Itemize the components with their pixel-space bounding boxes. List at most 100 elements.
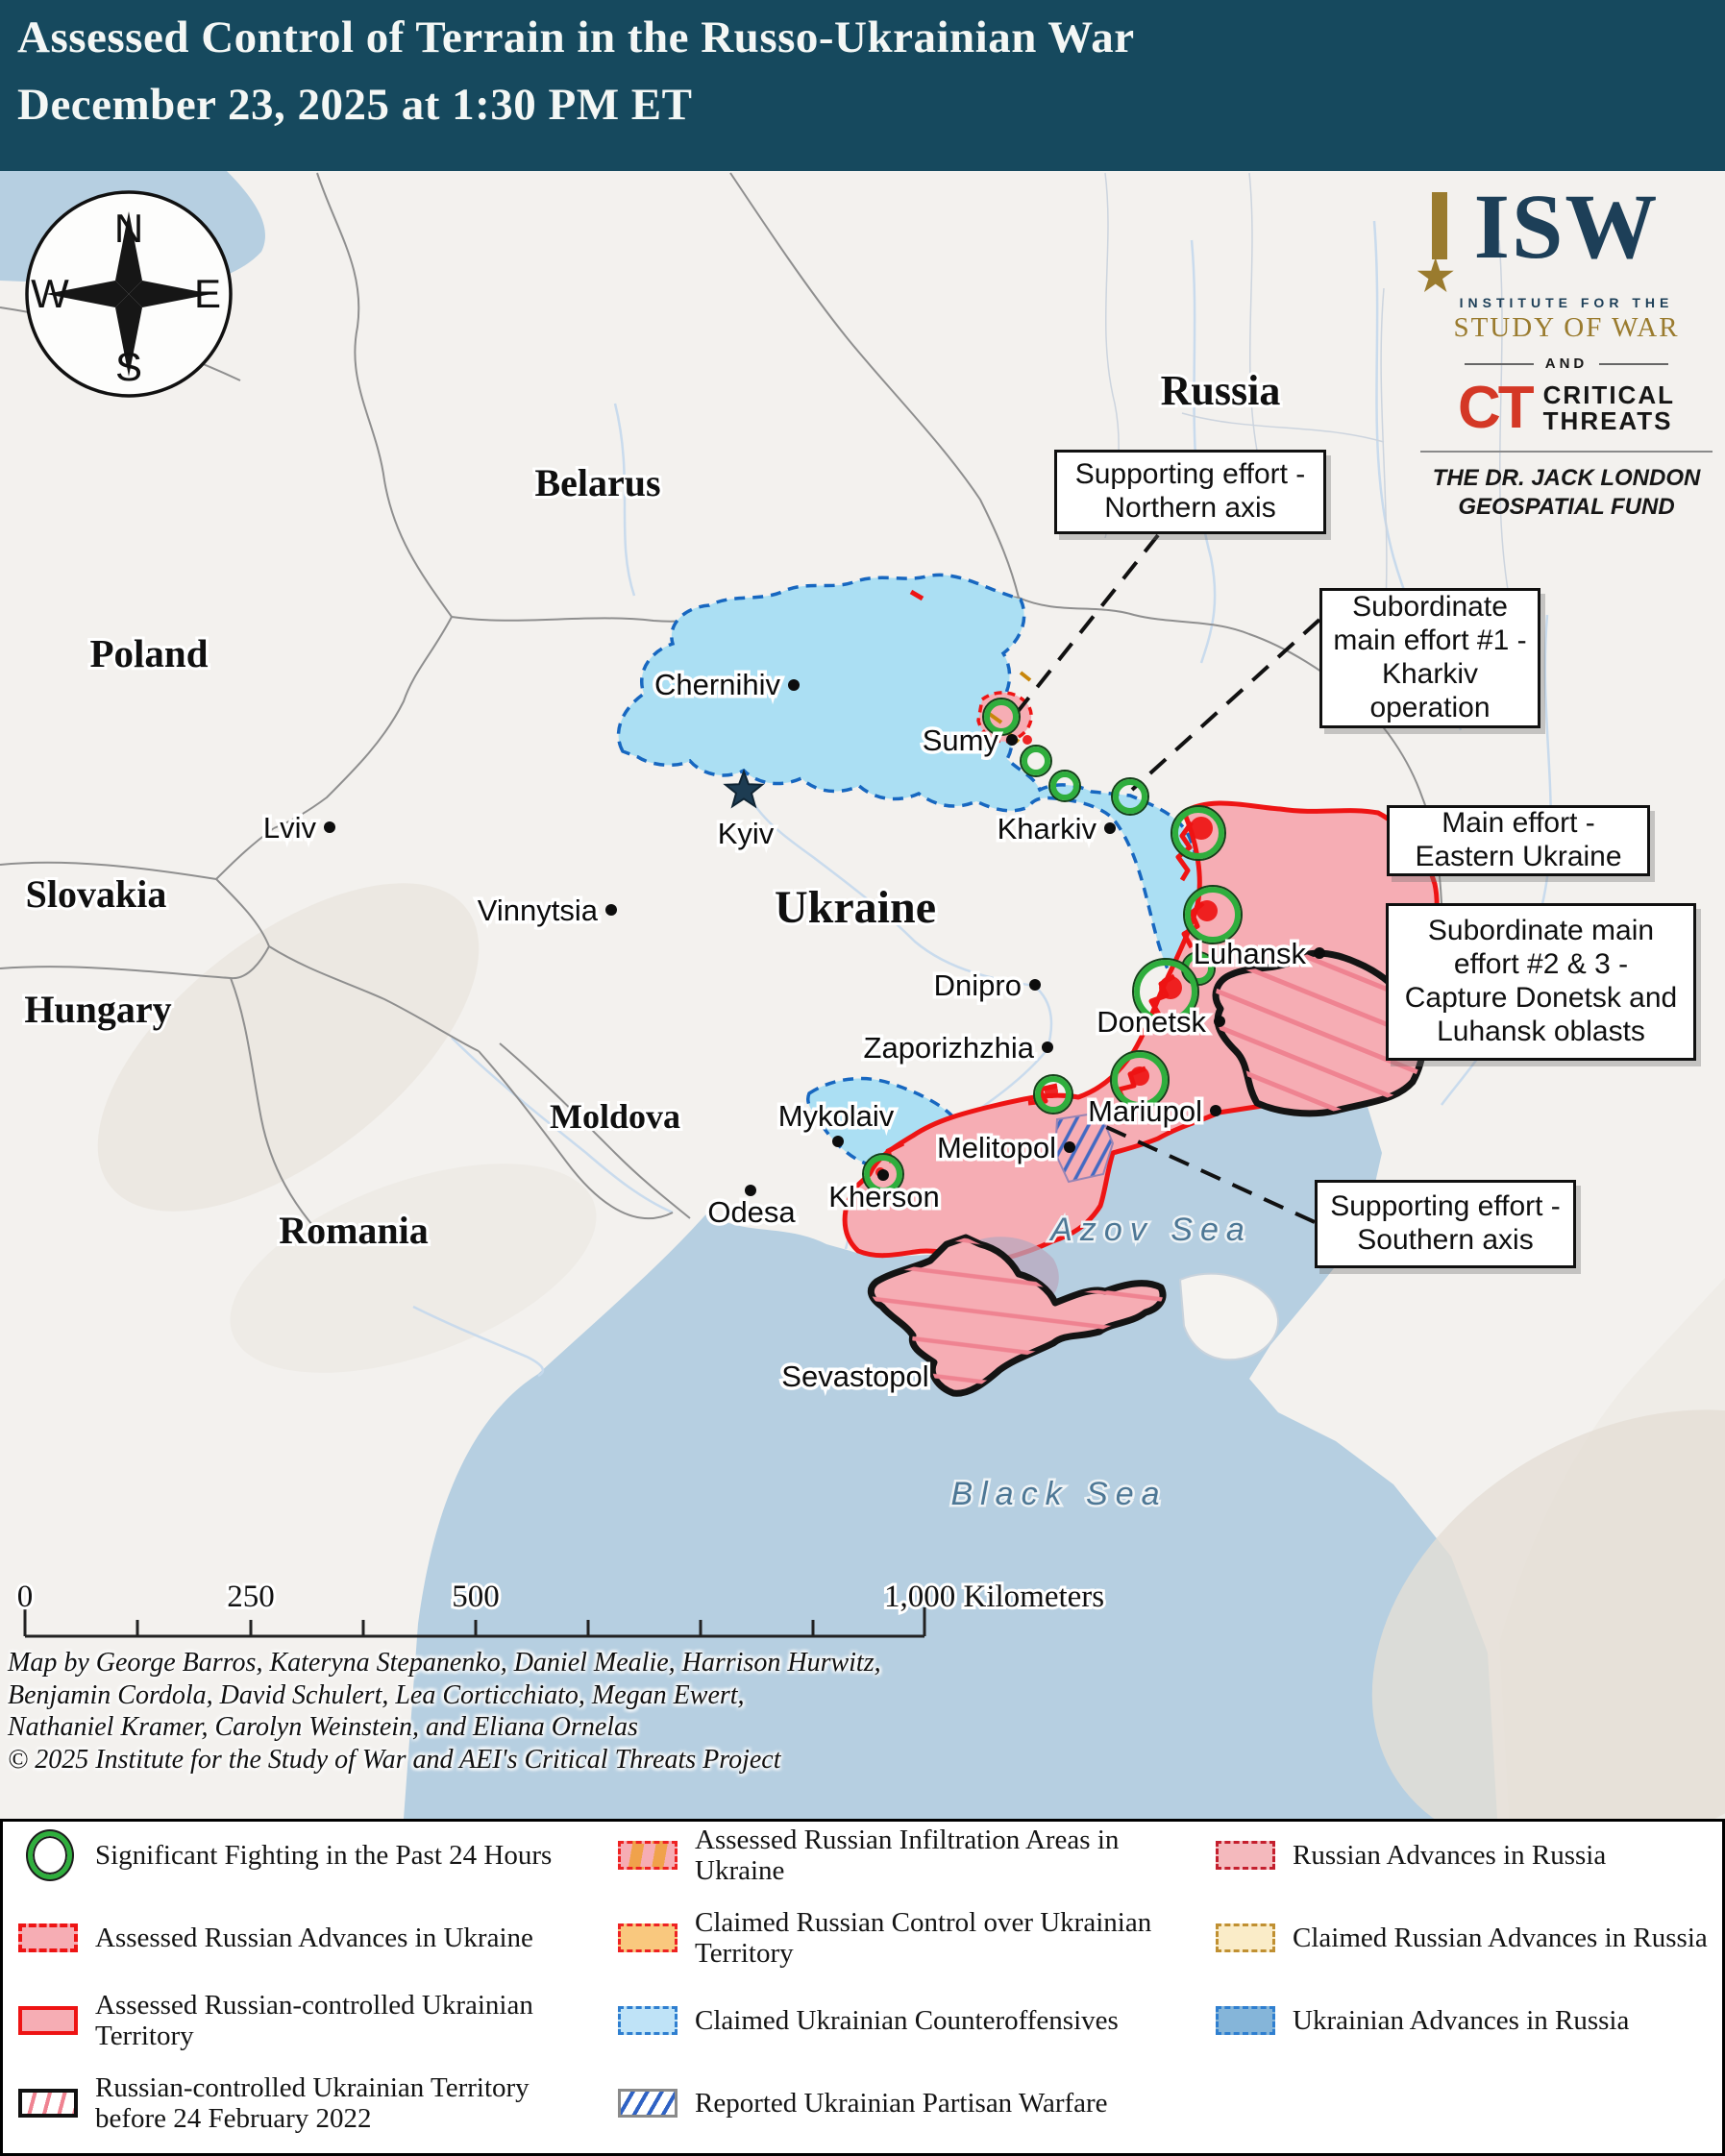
legend-item-claimed-control: Claimed Russian Control over Ukrainian T… <box>618 1897 1199 1979</box>
callout-donetsk-line: effort #2 & 3 - <box>1453 948 1629 981</box>
city-dot-dnipro <box>1029 979 1041 991</box>
legend-swatch-fighting-icon <box>28 1831 72 1879</box>
legend-item-fighting: Significant Fighting in the Past 24 Hour… <box>18 1814 595 1897</box>
city-label-donetsk: Donetsk <box>1097 1005 1206 1039</box>
fighting-circle-outline-8 <box>1110 1050 1170 1110</box>
legend-swatch-wrap <box>18 2089 95 2118</box>
fighting-circle-4 <box>1172 807 1224 859</box>
legend-label-claimed-adv-russia: Claimed Russian Advances in Russia <box>1293 1923 1708 1953</box>
branding-block: ★ ISW INSTITUTE FOR THE STUDY OF WAR AND… <box>1411 181 1722 522</box>
divider-line-left <box>1464 362 1534 365</box>
country-label-ukraine: Ukraine <box>775 882 936 933</box>
critical-threats-logo: CT CRITICAL THREATS <box>1411 375 1722 442</box>
legend-swatch-adv-russia-icon <box>1216 1841 1275 1870</box>
ct-acronym: CT <box>1458 375 1535 442</box>
legend-swatch-wrap <box>618 2089 695 2118</box>
callout-donetsk-line: Capture Donetsk and <box>1404 982 1678 1014</box>
title-bar: Assessed Control of Terrain in the Russo… <box>0 0 1725 171</box>
legend-swatch-wrap <box>18 2006 95 2035</box>
legend-swatch-ua-adv-russia-icon <box>1216 2006 1275 2035</box>
legend-label-adv-russia: Russian Advances in Russia <box>1293 1840 1607 1871</box>
legend-swatch-wrap <box>1216 1923 1293 1952</box>
city-label-sumy: Sumy <box>923 723 999 757</box>
map-title: Assessed Control of Terrain in the Russo… <box>17 12 1135 62</box>
fund-line1: THE DR. JACK LONDON <box>1432 464 1701 491</box>
map-subtitle-datetime: December 23, 2025 at 1:30 PM ET <box>17 80 693 130</box>
terrain-caucasus <box>1371 1409 1725 1857</box>
legend-swatch-infiltration-icon <box>618 1841 678 1870</box>
fighting-circle-9 <box>1035 1076 1072 1113</box>
city-label-kyiv: Kyiv <box>718 817 775 850</box>
fighting-circle-outline-5 <box>1183 885 1243 944</box>
legend-item-claimed-adv-russia: Claimed Russian Advances in Russia <box>1216 1897 1720 1979</box>
callout-kharkiv-line: Kharkiv <box>1381 658 1479 690</box>
city-dot-melitopol <box>1064 1141 1075 1153</box>
russian-advance-tick-border <box>909 589 924 601</box>
city-label-kharkiv: Kharkiv <box>998 812 1097 845</box>
compass-w: W <box>31 271 69 316</box>
russian-advance-blob-0 <box>1190 817 1213 840</box>
city-dot-zaporizhzhia <box>1042 1041 1053 1053</box>
legend-label-counteroffensive: Claimed Ukrainian Counteroffensives <box>695 2005 1119 2036</box>
legend-swatch-partisan-icon <box>618 2089 678 2118</box>
callout-kharkiv-line: main effort #1 - <box>1333 625 1527 657</box>
legend: Significant Fighting in the Past 24 Hour… <box>0 1819 1725 2156</box>
russian-advance-blob-4 <box>1045 1085 1058 1098</box>
legend-label-fighting: Significant Fighting in the Past 24 Hour… <box>95 1840 553 1871</box>
legend-swatch-wrap <box>1216 1841 1293 1870</box>
city-label-dnipro: Dnipro <box>934 968 1022 1002</box>
city-label-zaporizhzhia: Zaporizhzhia <box>864 1031 1035 1065</box>
legend-item-adv-russia: Russian Advances in Russia <box>1216 1814 1720 1897</box>
legend-label-partisan: Reported Ukrainian Partisan Warfare <box>695 2088 1108 2119</box>
city-dot-lviv <box>324 821 335 833</box>
callout-leader-line-1 <box>1130 618 1321 792</box>
callout-kharkiv: Subordinate main effort #1 - Kharkiv operat… <box>1319 588 1540 728</box>
legend-swatch-wrap <box>618 1841 695 1870</box>
city-label-lviv: Lviv <box>263 811 317 845</box>
isw-institute-line: INSTITUTE FOR THE <box>1459 295 1674 311</box>
legend-swatch-wrap <box>1216 2006 1293 2035</box>
fighting-circle-7 <box>1134 960 1197 1023</box>
legend-label-controlled: Assessed Russian-controlled Ukrainian Te… <box>95 1990 533 2051</box>
scalebar-label-250: 250 <box>227 1580 275 1614</box>
isw-study-of-war-line: STUDY OF WAR <box>1453 312 1680 344</box>
crimea-hatch <box>871 1237 1164 1394</box>
legend-swatch-wrap <box>618 2006 695 2035</box>
callout-northern: Supporting effort - Northern axis <box>1054 450 1326 534</box>
scalebar-end-label: 1,000 Kilometers <box>884 1580 1104 1614</box>
fighting-circle-outline-0 <box>982 698 1021 736</box>
ct-critical: CRITICAL <box>1542 380 1675 409</box>
sea-label-azov-sea: Azov Sea <box>1048 1212 1252 1248</box>
city-label-sevastopol: Sevastopol <box>781 1360 928 1393</box>
callout-main-line: Eastern Ukraine <box>1415 841 1622 872</box>
scalebar-label-500: 500 <box>452 1580 500 1614</box>
city-dot-kherson <box>877 1169 889 1181</box>
legend-item-controlled: Assessed Russian-controlled Ukrainian Te… <box>18 1979 595 2062</box>
sea-label-black-sea: Black Sea <box>950 1476 1167 1512</box>
callout-kharkiv-line: Subordinate <box>1352 591 1508 624</box>
isw-acronym: ISW <box>1473 175 1660 278</box>
credits-block: Map by George Barros, Kateryna Stepanenk… <box>8 1647 892 1776</box>
fighting-circle-3 <box>1113 779 1147 814</box>
legend-label-infiltration: Assessed Russian Infiltration Areas in U… <box>695 1825 1120 1886</box>
legend-swatch-counteroffensive-icon <box>618 2006 678 2035</box>
country-label-poland: Poland <box>89 631 208 675</box>
city-label-mariupol: Mariupol <box>1088 1094 1202 1128</box>
legend-label-claimed-control: Claimed Russian Control over Ukrainian T… <box>695 1907 1152 1969</box>
fighting-circle-outline-3 <box>1111 777 1149 816</box>
russian-advance-blob-6 <box>1023 735 1032 745</box>
callout-southern: Supporting effort - Southern axis <box>1315 1180 1576 1268</box>
callout-kharkiv-line: operation <box>1369 691 1491 723</box>
city-label-luhansk: Luhansk <box>1194 937 1307 970</box>
fighting-circle-outline-7 <box>1132 958 1199 1025</box>
legend-column-2: Assessed Russian Infiltration Areas in U… <box>618 1814 1199 2144</box>
capital-star-kyiv <box>723 769 765 809</box>
fighting-circle-10 <box>864 1155 902 1193</box>
callout-donetsk-line: Luhansk oblasts <box>1437 1015 1645 1047</box>
legend-swatch-wrap <box>18 1923 95 1952</box>
fighting-circle-outline-1 <box>1020 745 1052 777</box>
legend-label-adv-ukraine: Assessed Russian Advances in Ukraine <box>95 1923 533 1953</box>
compass-n: N <box>114 206 143 251</box>
city-dot-mykolaiv <box>832 1136 844 1147</box>
